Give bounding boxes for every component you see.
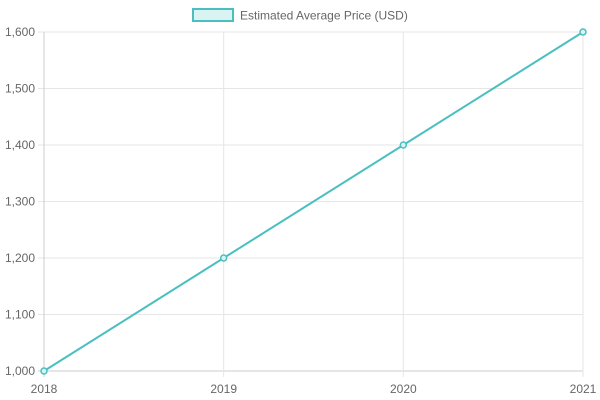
data-point[interactable] [219,254,228,262]
x-tick-label: 2020 [390,382,417,396]
data-point[interactable] [399,141,408,149]
legend[interactable]: Estimated Average Price (USD) [192,8,408,23]
data-point[interactable] [579,28,587,36]
y-tick-label: 1,400 [5,138,35,152]
y-tick-label: 1,100 [5,308,35,322]
y-tick-label: 1,300 [5,195,35,209]
x-tick-label: 2021 [570,382,597,396]
y-tick-label: 1,000 [5,364,35,378]
series-layer [40,28,587,375]
legend-swatch[interactable] [192,8,234,22]
x-tick-label: 2018 [31,382,58,396]
grid [38,31,584,377]
y-tick-label: 1,200 [5,251,35,265]
axes: 1,000 1,100 1,200 1,300 1,400 1,500 1,600 2018 2… [5,25,597,396]
series-line [43,31,584,372]
data-point[interactable] [40,367,48,375]
legend-label[interactable]: Estimated Average Price (USD) [240,9,408,23]
x-tick-label: 2019 [210,382,237,396]
y-tick-label: 1,500 [5,82,35,96]
y-tick-label: 1,600 [5,25,35,39]
